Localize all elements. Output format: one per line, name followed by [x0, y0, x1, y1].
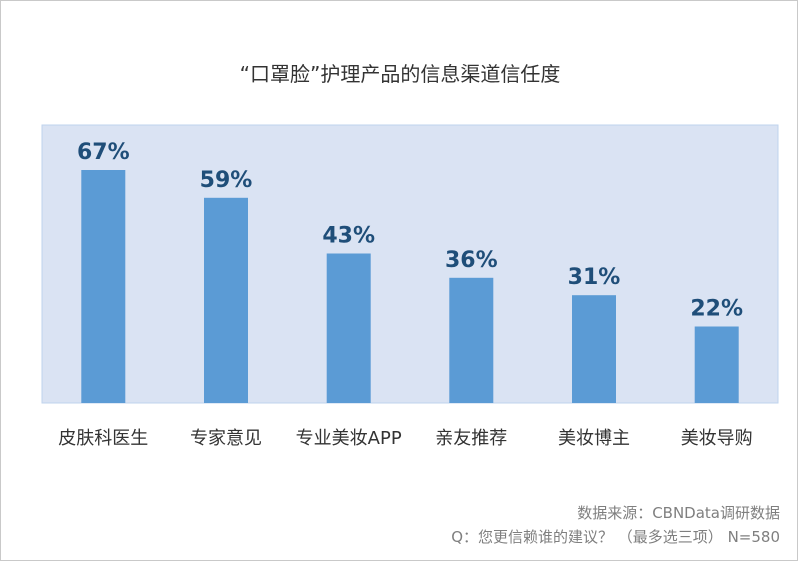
plot-area — [41, 124, 779, 404]
category-label-1: 皮肤科医生 — [58, 428, 148, 449]
value-label-5: 31% — [568, 265, 621, 290]
category-label-3: 专业美妆APP — [296, 428, 402, 449]
bar-4 — [449, 277, 494, 403]
value-label-2: 59% — [200, 168, 253, 193]
chart-title: “口罩脸”护理产品的信息渠道信任度 — [239, 62, 561, 86]
bar-5 — [572, 295, 616, 403]
value-label-3: 43% — [322, 224, 375, 249]
value-label-4: 36% — [445, 248, 498, 273]
data-source: 数据来源：CBNData调研数据 — [577, 504, 780, 522]
bar-3 — [326, 253, 371, 403]
bar-1 — [81, 170, 126, 403]
category-label-5: 美妆博主 — [558, 428, 630, 449]
category-labels-group: 皮肤科医生 专家意见 专业美妆APP 亲友推荐 美妆博主 美妆导购 — [58, 428, 752, 449]
value-label-6: 22% — [690, 297, 743, 322]
category-label-4: 亲友推荐 — [435, 428, 507, 449]
bars-group — [81, 170, 739, 403]
survey-note: Q：您更信赖谁的建议？ （最多选三项） N=580 — [451, 528, 780, 546]
bar-6 — [694, 326, 739, 403]
value-label-1: 67% — [77, 140, 130, 165]
category-label-6: 美妆导购 — [681, 428, 753, 449]
category-label-2: 专家意见 — [190, 428, 262, 449]
bar-2 — [204, 197, 248, 403]
value-labels-group: 67% 59% 43% 36% 31% 22% — [77, 140, 743, 322]
